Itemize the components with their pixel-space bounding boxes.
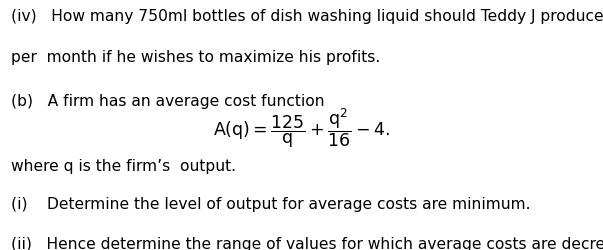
Text: (ii)   Hence determine the range of values for which average costs are decreasin: (ii) Hence determine the range of values… [11, 236, 603, 250]
Text: (b)   A firm has an average cost function: (b) A firm has an average cost function [11, 94, 324, 109]
Text: where q is the firm’s  output.: where q is the firm’s output. [11, 159, 236, 174]
Text: $\mathrm{A(q)} = \dfrac{125}{\mathrm{q}} + \dfrac{\mathrm{q}^2}{16} - 4.$: $\mathrm{A(q)} = \dfrac{125}{\mathrm{q}}… [213, 106, 390, 149]
Text: per  month if he wishes to maximize his profits.: per month if he wishes to maximize his p… [11, 50, 380, 65]
Text: (i)    Determine the level of output for average costs are minimum.: (i) Determine the level of output for av… [11, 196, 531, 211]
Text: (iv)   How many 750ml bottles of dish washing liquid should Teddy J produce: (iv) How many 750ml bottles of dish wash… [11, 9, 603, 24]
